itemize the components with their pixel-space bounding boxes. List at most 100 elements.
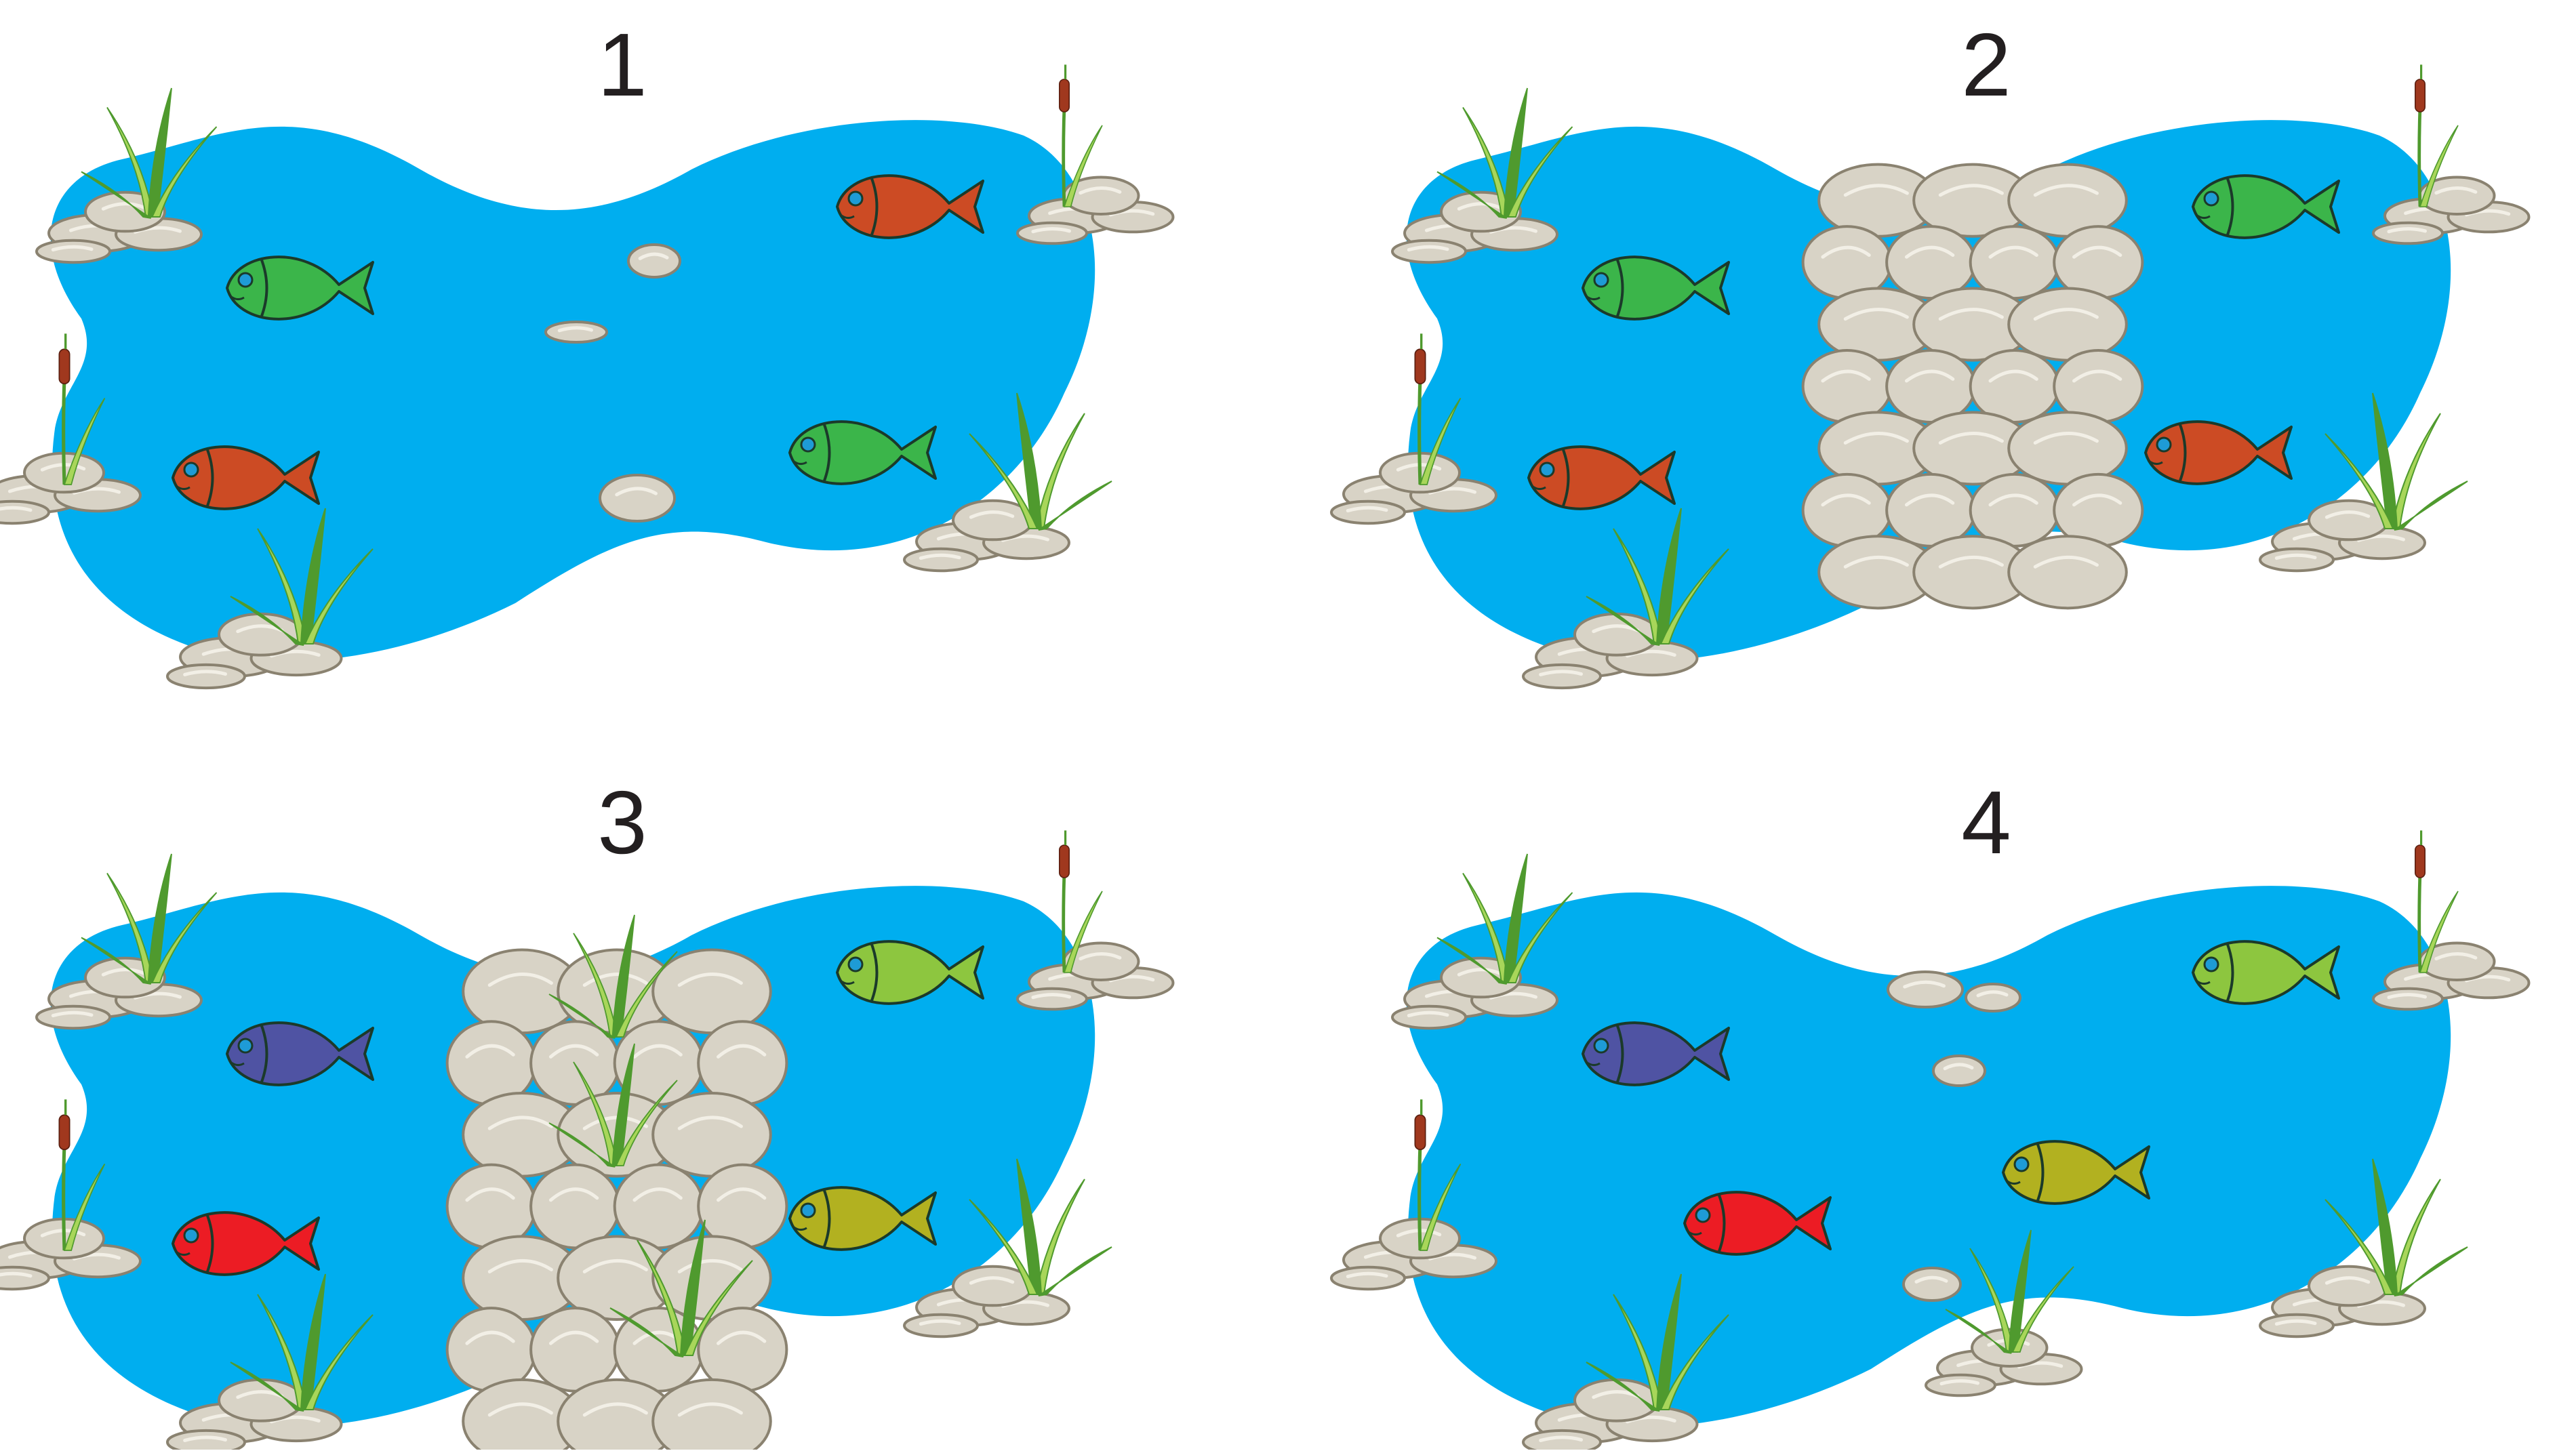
shore-rocks-bottom: [1522, 1378, 1699, 1453]
fish-4: [788, 1186, 937, 1251]
fish-eye: [1593, 272, 1609, 288]
fish-1: [226, 1021, 374, 1086]
pond-panel-3: [0, 830, 1175, 1453]
fish-eye: [800, 1202, 816, 1219]
rock: [1902, 1267, 1962, 1302]
rock: [0, 499, 50, 525]
rock: [2007, 411, 2128, 486]
grass-tuft-center: [1945, 1229, 2074, 1354]
pond-water: [1406, 886, 2451, 1427]
rock: [651, 1091, 772, 1178]
panel-4-label: 4: [1961, 773, 2011, 872]
rock: [544, 321, 608, 344]
cattail-left: [58, 1099, 106, 1251]
rock: [1969, 225, 2060, 300]
rock: [1391, 239, 1467, 264]
rock: [166, 1429, 246, 1453]
cattail-left: [1414, 333, 1462, 485]
fish-1: [226, 255, 374, 321]
rock: [2259, 1313, 2335, 1338]
fish-eye: [183, 1227, 199, 1244]
rock: [1016, 987, 1088, 1011]
cattail-right: [2414, 830, 2459, 973]
grass-tuft-top-left: [1436, 853, 1573, 985]
rock: [1330, 1265, 1406, 1291]
rock: [903, 1313, 979, 1338]
fish-2: [172, 1211, 320, 1276]
wall-grass-bottom: [609, 1219, 753, 1357]
rock: [903, 547, 979, 573]
grass-tuft-bottom: [1586, 1273, 1729, 1412]
rock: [1573, 612, 1660, 657]
fish-1: [1582, 1021, 1730, 1086]
pond-panel-4: [1330, 830, 2531, 1453]
rock: [1932, 1055, 1986, 1087]
pond-water: [50, 120, 1095, 661]
pond-panel-1: [0, 64, 1175, 690]
grass-tuft-bottom: [230, 508, 374, 646]
cattail-left: [1414, 1099, 1462, 1251]
wall-grass-top: [548, 914, 678, 1039]
rock: [2007, 535, 2128, 610]
fish-eye: [2013, 1156, 2030, 1172]
fish-4: [2002, 1140, 2150, 1205]
shore-rocks-top-right: [2372, 176, 2531, 245]
rock-wall-barrier: [445, 948, 788, 1453]
rock: [2007, 163, 2128, 238]
grass-tuft-top-left: [1436, 87, 1573, 219]
shore-rocks-top-left: [35, 956, 203, 1030]
grass-tuft-right: [969, 1158, 1112, 1296]
rock: [218, 612, 304, 657]
grass-tuft-right: [969, 392, 1112, 531]
fish-3: [836, 940, 984, 1005]
rock: [1522, 663, 1602, 690]
rock: [1925, 1373, 1996, 1397]
grass-tuft-right: [2325, 1158, 2468, 1296]
grass-tuft-bottom: [230, 1273, 374, 1412]
rock: [529, 1163, 621, 1250]
rock: [529, 1307, 621, 1393]
fish-2: [172, 445, 320, 510]
pond-panel-2: [1330, 64, 2531, 690]
fish-3: [2192, 940, 2340, 1005]
rock-wall-barrier: [1801, 163, 2144, 610]
shore-rocks-right: [903, 499, 1070, 573]
panel-1-label: 1: [597, 15, 647, 115]
rock: [599, 474, 676, 523]
fish-eye: [2203, 190, 2219, 207]
rock: [1887, 970, 1964, 1008]
grass-tuft-right: [2325, 392, 2468, 531]
rock: [1522, 1429, 1602, 1453]
shore-rocks-right: [903, 1265, 1070, 1338]
fish-4: [2144, 420, 2293, 485]
shore-rocks-bottom: [1522, 612, 1699, 690]
fish-eye: [847, 190, 864, 207]
rock: [2372, 987, 2444, 1011]
rock: [651, 948, 772, 1035]
panel-3-label: 3: [597, 773, 647, 872]
stepping-stones: [544, 243, 681, 523]
grass-tuft-bottom: [1586, 508, 1729, 646]
cattail-right: [1058, 830, 1103, 973]
rock: [1330, 499, 1406, 525]
rock: [1885, 472, 1977, 548]
cattail-left: [58, 333, 106, 485]
fish-1: [1582, 255, 1730, 321]
cattail-right: [1058, 64, 1103, 207]
panel-2-label: 2: [1961, 15, 2011, 115]
fish-3: [836, 174, 984, 239]
rock: [2007, 287, 2128, 362]
grass-tuft-top-left: [81, 853, 218, 985]
rock: [1969, 348, 2060, 424]
rock: [1885, 348, 1977, 424]
rock: [35, 239, 111, 264]
rock: [218, 1378, 304, 1423]
cattail-right: [2414, 64, 2459, 207]
rock: [166, 663, 246, 690]
rock: [613, 1163, 704, 1250]
rock-cluster-bottom: [1925, 1328, 2083, 1397]
rock: [1016, 221, 1088, 245]
shore-rocks-bottom: [166, 612, 343, 690]
